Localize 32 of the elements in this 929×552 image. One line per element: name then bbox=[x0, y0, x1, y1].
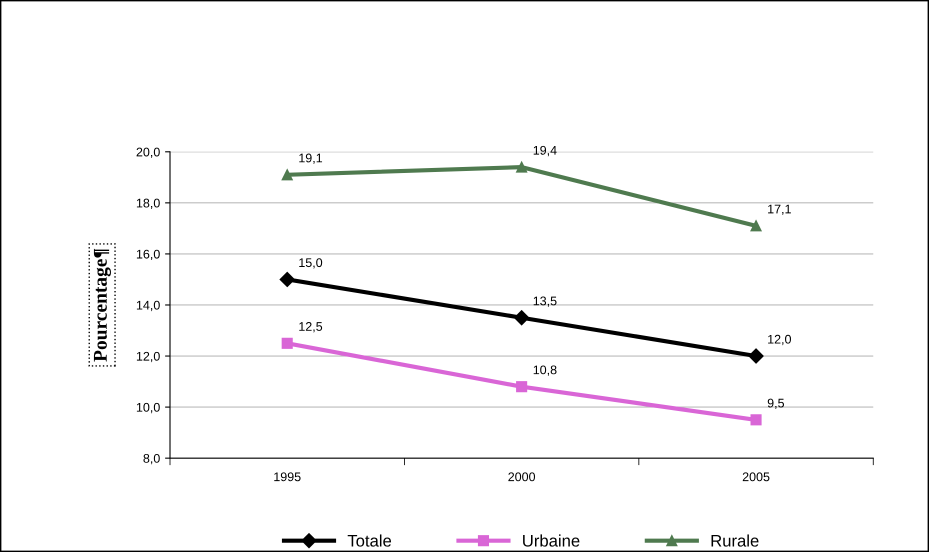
x-tick-label: 1995 bbox=[274, 472, 301, 482]
data-label: 19,4 bbox=[534, 146, 557, 156]
data-label: 19,1 bbox=[299, 154, 322, 164]
y-tick-label: 12,0 bbox=[136, 352, 160, 362]
y-tick-label: 16,0 bbox=[136, 250, 160, 260]
x-tick-label: 2000 bbox=[508, 472, 536, 482]
y-tick-label: 18,0 bbox=[136, 198, 160, 209]
point bbox=[516, 381, 528, 392]
point bbox=[516, 162, 528, 173]
y-tick-label: 10,0 bbox=[136, 402, 160, 414]
point bbox=[282, 169, 293, 180]
legend-label: Rurale bbox=[712, 534, 759, 547]
point bbox=[750, 220, 762, 232]
data-label: 13,5 bbox=[534, 296, 557, 307]
y-axis-title: Pourcentage¶ bbox=[94, 248, 111, 362]
legend-label: Totale bbox=[348, 534, 392, 547]
data-label: 15,0 bbox=[299, 258, 322, 269]
point bbox=[280, 272, 295, 288]
point bbox=[750, 414, 762, 426]
y-tick-label: 20,0 bbox=[136, 148, 160, 158]
point bbox=[748, 348, 764, 364]
data-label: 9,5 bbox=[768, 398, 784, 409]
y-tick-label: 8,0 bbox=[143, 454, 160, 464]
point bbox=[282, 338, 293, 349]
data-label: 12,0 bbox=[768, 334, 791, 346]
data-label: 12,5 bbox=[299, 322, 322, 332]
point bbox=[514, 310, 530, 326]
data-label: 17,1 bbox=[768, 204, 791, 215]
y-tick-label: 14,0 bbox=[136, 300, 160, 312]
x-tick-label: 2005 bbox=[742, 472, 770, 482]
legend-label: Urbaine bbox=[523, 534, 580, 547]
data-label: 10,8 bbox=[534, 365, 557, 376]
